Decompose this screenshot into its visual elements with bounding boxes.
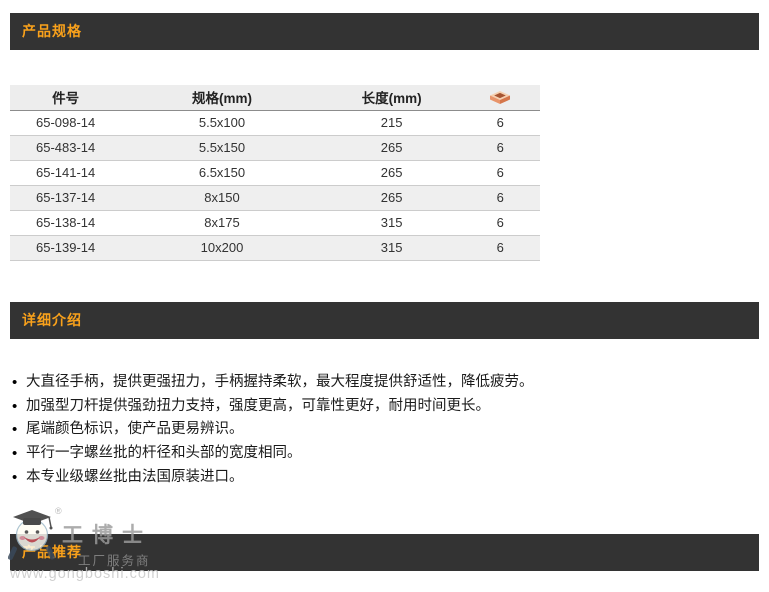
section-title-details: 详细介绍 (22, 312, 82, 328)
spec-table-header-row: 件号 规格(mm) 长度(mm) (10, 85, 540, 111)
section-header-details: 详细介绍 (10, 302, 759, 339)
cell-pack-qty: 6 (460, 210, 540, 236)
section-title-specs: 产品规格 (22, 23, 82, 39)
table-row: 65-138-14 8x175 315 6 (10, 210, 540, 236)
feature-list: 大直径手柄，提供更强扭力，手柄握持柔软，最大程度提供舒适性，降低疲劳。 加强型刀… (12, 371, 752, 490)
cell-pack-qty: 6 (460, 160, 540, 186)
registered-trademark-symbol: ® (55, 506, 62, 516)
list-item: 加强型刀杆提供强劲扭力支持，强度更高，可靠性更好，耐用时间更长。 (12, 395, 752, 419)
table-row: 65-141-14 6.5x150 265 6 (10, 160, 540, 186)
cell-spec: 8x150 (121, 185, 323, 211)
cell-length: 265 (322, 185, 461, 211)
table-row: 65-139-14 10x200 315 6 (10, 235, 540, 261)
list-item: 大直径手柄，提供更强扭力，手柄握持柔软，最大程度提供舒适性，降低疲劳。 (12, 371, 752, 395)
cell-length: 315 (322, 210, 461, 236)
column-header-part-number: 件号 (10, 85, 122, 111)
cell-spec: 10x200 (121, 235, 323, 261)
list-item: 本专业级螺丝批由法国原装进口。 (12, 466, 752, 490)
cell-length: 265 (322, 160, 461, 186)
cell-length: 265 (322, 135, 461, 161)
list-item: 平行一字螺丝批的杆径和头部的宽度相同。 (12, 442, 752, 466)
spec-table: 件号 规格(mm) 长度(mm) 65-098-14 5.5x100 215 6… (10, 85, 540, 261)
section-header-specs: 产品规格 (10, 13, 759, 50)
section-header-recommend: 产品推荐 (10, 534, 759, 571)
table-row: 65-137-14 8x150 265 6 (10, 185, 540, 211)
cell-spec: 6.5x150 (121, 160, 323, 186)
cell-part-number: 65-141-14 (10, 160, 122, 186)
cell-length: 215 (322, 110, 461, 136)
cell-part-number: 65-137-14 (10, 185, 122, 211)
cell-length: 315 (322, 235, 461, 261)
cell-pack-qty: 6 (460, 185, 540, 211)
pack-quantity-box-icon (490, 91, 511, 105)
list-item: 尾端颜色标识，使产品更易辨识。 (12, 418, 752, 442)
column-header-length-mm: 长度(mm) (322, 85, 461, 111)
column-header-pack-quantity (460, 85, 540, 111)
cell-part-number: 65-139-14 (10, 235, 122, 261)
cell-part-number: 65-138-14 (10, 210, 122, 236)
table-row: 65-483-14 5.5x150 265 6 (10, 135, 540, 161)
cell-part-number: 65-098-14 (10, 110, 122, 136)
table-row: 65-098-14 5.5x100 215 6 (10, 110, 540, 136)
cell-spec: 8x175 (121, 210, 323, 236)
cell-part-number: 65-483-14 (10, 135, 122, 161)
section-title-recommend: 产品推荐 (22, 544, 82, 560)
cell-pack-qty: 6 (460, 235, 540, 261)
cell-pack-qty: 6 (460, 110, 540, 136)
cell-spec: 5.5x150 (121, 135, 323, 161)
column-header-spec-mm: 规格(mm) (121, 85, 323, 111)
cell-spec: 5.5x100 (121, 110, 323, 136)
cell-pack-qty: 6 (460, 135, 540, 161)
